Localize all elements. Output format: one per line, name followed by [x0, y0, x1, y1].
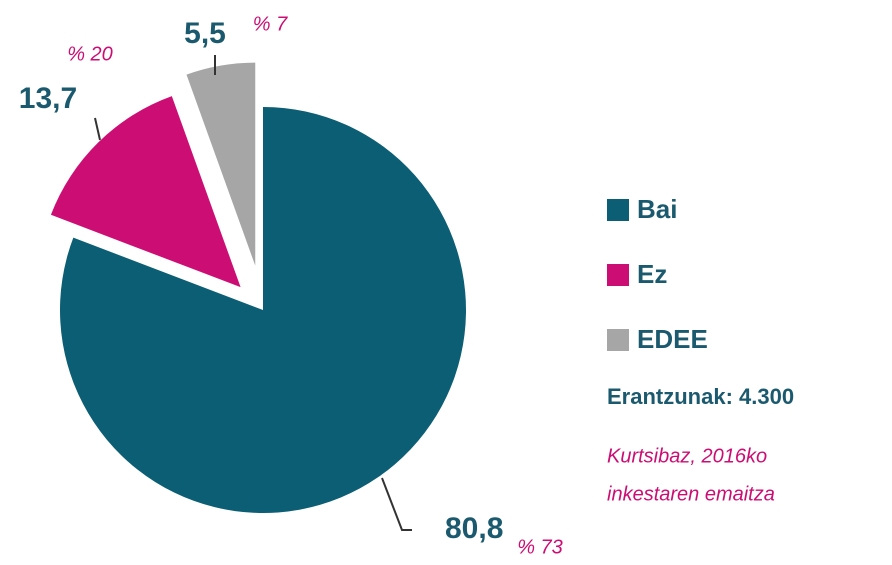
legend-swatch — [607, 329, 629, 351]
legend-swatch — [607, 199, 629, 221]
leader-line — [381, 477, 412, 531]
value-label: 5,5 — [184, 17, 226, 50]
legend-label: Bai — [637, 194, 677, 224]
note: Kurtsibaz, 2016ko — [607, 445, 767, 467]
leader-line — [94, 117, 101, 141]
value-label: 13,7 — [19, 82, 77, 115]
legend-swatch — [607, 264, 629, 286]
pie-slice — [50, 96, 241, 288]
responses: Erantzunak: 4.300 — [607, 384, 794, 409]
pie-slice — [186, 62, 256, 266]
comparison-label: % 20 — [67, 43, 113, 65]
value-label: 80,8 — [445, 512, 503, 545]
comparison-label: % 73 — [517, 536, 563, 558]
pie-slice — [59, 107, 466, 513]
note: inkestaren emaitza — [607, 483, 775, 505]
legend-label: EDEE — [637, 324, 708, 354]
comparison-label: % 7 — [253, 13, 288, 35]
legend-label: Ez — [637, 259, 667, 289]
